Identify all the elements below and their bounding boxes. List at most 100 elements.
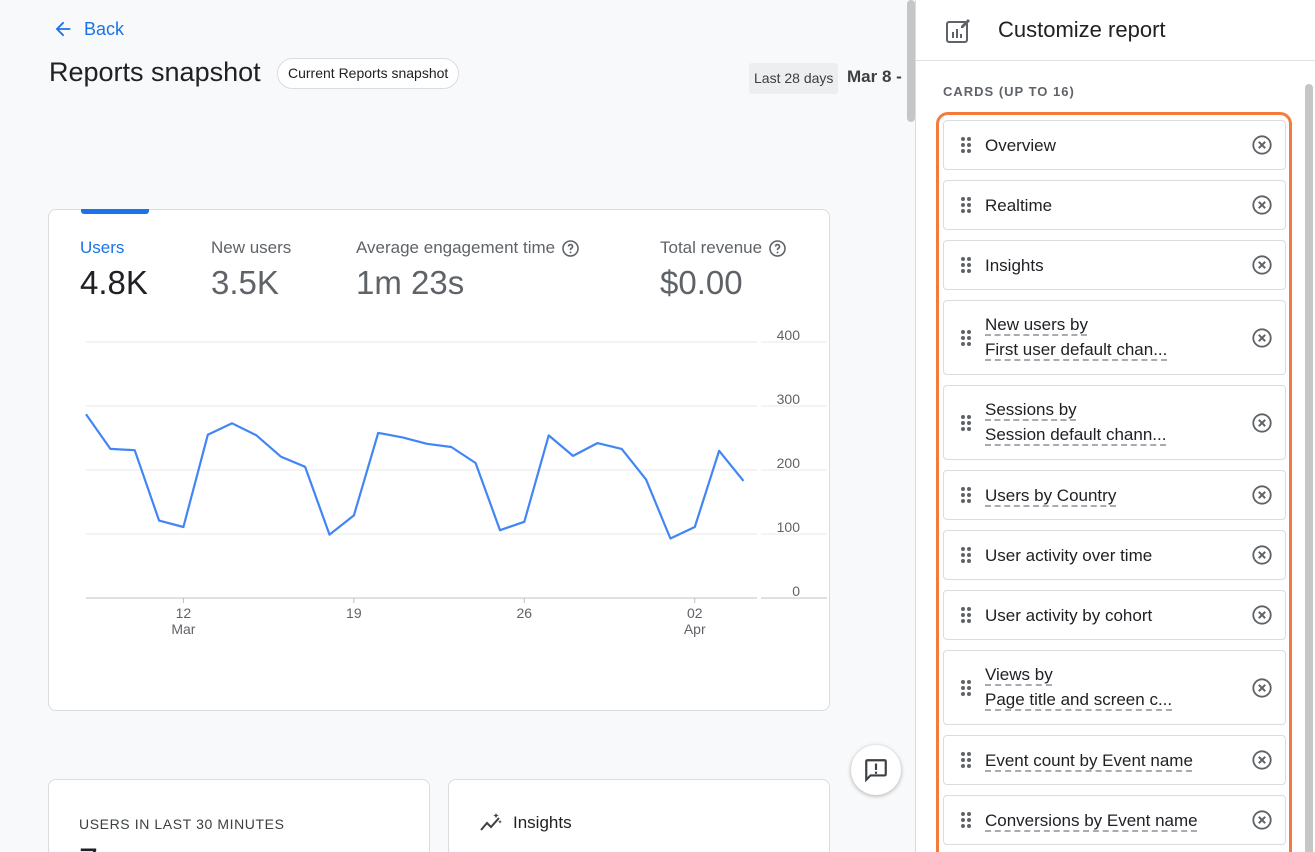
drag-handle-icon[interactable] <box>960 256 972 274</box>
users-series-line <box>85 413 745 540</box>
remove-icon[interactable] <box>1251 544 1273 566</box>
panel-title: Customize report <box>998 17 1166 42</box>
insights-card[interactable]: Insights <box>448 779 830 852</box>
page-title: Reports snapshot <box>49 57 261 87</box>
card-item-dimension: Session default chann... <box>985 425 1167 444</box>
main-content: Back Reports snapshot Current Reports sn… <box>48 18 902 852</box>
card-item-label: Event count by Event name <box>985 750 1193 770</box>
metric-label: Average engagement time <box>356 238 556 257</box>
customize-report-icon <box>946 19 970 43</box>
realtime-title: USERS IN LAST 30 MINUTES <box>79 816 285 832</box>
drag-handle-icon[interactable] <box>960 546 972 564</box>
metric-label: New users <box>211 238 292 257</box>
card-item-sessions-by-channel[interactable]: Sessions by Session default chann... <box>943 385 1286 460</box>
y-tick-label: 400 <box>777 327 801 343</box>
card-item-user-activity-over-time[interactable]: User activity over time <box>943 530 1286 580</box>
remove-icon[interactable] <box>1251 604 1273 626</box>
cards-highlight-box <box>936 112 1292 852</box>
card-item-insights[interactable]: Insights <box>943 240 1286 290</box>
metric-avg-engagement[interactable]: Average engagement time 1m 23s <box>356 238 580 302</box>
x-tick-label: 02 <box>687 605 703 621</box>
card-item-users-by-country[interactable]: Users by Country <box>943 470 1286 520</box>
remove-icon[interactable] <box>1251 412 1273 434</box>
card-item-label: User activity by cohort <box>985 605 1153 625</box>
y-tick-label: 100 <box>777 519 801 535</box>
drag-handle-icon[interactable] <box>960 486 972 504</box>
realtime-card[interactable]: USERS IN LAST 30 MINUTES 7 <box>48 779 430 852</box>
card-item-user-activity-by-cohort[interactable]: User activity by cohort <box>943 590 1286 640</box>
x-tick-label: 26 <box>517 605 533 621</box>
drag-handle-icon[interactable] <box>960 606 972 624</box>
drag-handle-icon[interactable] <box>960 196 972 214</box>
feedback-icon <box>865 759 887 783</box>
overview-card: Users 4.8K New users 3.5K Average engage… <box>48 209 830 711</box>
card-item-metric: New users by <box>985 315 1088 334</box>
x-tick-label: 19 <box>346 605 362 621</box>
realtime-value: 7 <box>79 842 98 852</box>
panel-scrollbar[interactable] <box>1305 84 1313 852</box>
metric-label: Total revenue <box>660 238 763 257</box>
y-tick-label: 200 <box>777 455 801 471</box>
card-item-label: Conversions by Event name <box>985 810 1198 830</box>
card-item-metric: Views by <box>985 665 1053 684</box>
metric-value: 1m 23s <box>356 264 465 301</box>
insights-icon <box>480 813 502 831</box>
card-item-label: User activity over time <box>985 545 1153 565</box>
insights-title: Insights <box>513 813 572 832</box>
card-item-metric: Sessions by <box>985 400 1077 419</box>
card-item-conversions-by-event-name[interactable]: Conversions by Event name <box>943 795 1286 845</box>
help-icon[interactable] <box>768 239 787 258</box>
remove-icon[interactable] <box>1251 134 1273 156</box>
remove-icon[interactable] <box>1251 484 1273 506</box>
card-item-dimension: Page title and screen c... <box>985 690 1173 709</box>
remove-icon[interactable] <box>1251 677 1273 699</box>
y-tick-label: 0 <box>792 583 800 599</box>
remove-icon[interactable] <box>1251 749 1273 771</box>
x-tick-month-label: Apr <box>684 621 706 637</box>
metric-users[interactable]: Users 4.8K <box>80 238 148 302</box>
back-button[interactable]: Back <box>52 18 124 40</box>
report-chip[interactable]: Current Reports snapshot <box>277 58 460 89</box>
drag-handle-icon[interactable] <box>960 679 972 697</box>
main-scrollbar[interactable] <box>907 0 915 122</box>
drag-handle-icon[interactable] <box>960 414 972 432</box>
customize-report-panel: Customize report CARDS (UP TO 16) Overvi… <box>915 0 1315 852</box>
cards-section-label: CARDS (UP TO 16) <box>943 84 1075 99</box>
card-item-label: Insights <box>985 255 1044 275</box>
card-item-realtime[interactable]: Realtime <box>943 180 1286 230</box>
drag-handle-icon[interactable] <box>960 136 972 154</box>
arrow-back-icon <box>55 21 71 37</box>
drag-handle-icon[interactable] <box>960 329 972 347</box>
card-item-label: Users by Country <box>985 485 1117 505</box>
remove-icon[interactable] <box>1251 327 1273 349</box>
card-item-label: Overview <box>985 135 1056 155</box>
active-tab-indicator <box>81 209 149 214</box>
feedback-button[interactable] <box>851 745 901 795</box>
back-label: Back <box>84 18 125 39</box>
remove-icon[interactable] <box>1251 254 1273 276</box>
x-tick-month-label: Mar <box>171 621 195 637</box>
metric-new-users[interactable]: New users 3.5K <box>211 238 291 302</box>
card-item-new-users-by-channel[interactable]: New users by First user default chan... <box>943 300 1286 375</box>
card-item-overview[interactable]: Overview <box>943 120 1286 170</box>
metric-label: Users <box>80 238 125 257</box>
metric-value: 4.8K <box>80 264 148 301</box>
drag-handle-icon[interactable] <box>960 751 972 769</box>
y-tick-label: 300 <box>777 391 801 407</box>
remove-icon[interactable] <box>1251 194 1273 216</box>
card-item-dimension: First user default chan... <box>985 340 1168 359</box>
metric-total-revenue[interactable]: Total revenue $0.00 <box>660 238 787 302</box>
help-icon[interactable] <box>561 239 580 258</box>
metric-value: 3.5K <box>211 264 279 301</box>
card-item-views-by-page-title[interactable]: Views by Page title and screen c... <box>943 650 1286 725</box>
x-tick-label: 12 <box>176 605 192 621</box>
panel-header: Customize report <box>916 0 1315 61</box>
metric-value: $0.00 <box>660 264 743 301</box>
card-item-label: Realtime <box>985 195 1053 215</box>
remove-icon[interactable] <box>1251 809 1273 831</box>
date-preset[interactable]: Last 28 days <box>749 63 839 94</box>
drag-handle-icon[interactable] <box>960 811 972 829</box>
date-range[interactable]: Mar 8 - <box>847 67 902 86</box>
card-item-event-count-by-event-name[interactable]: Event count by Event name <box>943 735 1286 785</box>
